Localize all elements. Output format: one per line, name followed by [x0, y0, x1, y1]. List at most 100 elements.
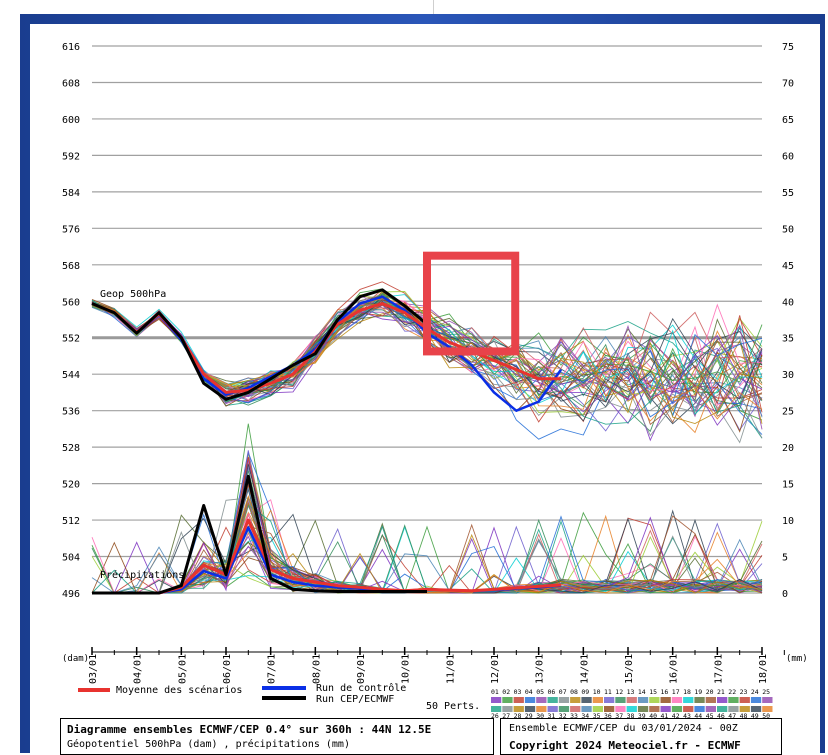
right-tick-label: 5	[782, 553, 788, 564]
pert-swatch	[536, 697, 547, 703]
pert-swatch	[739, 697, 750, 703]
pert-swatch	[705, 706, 716, 712]
right-tick-label: 70	[782, 78, 794, 89]
left-tick-label: 520	[62, 480, 80, 491]
pert-number: 29	[525, 712, 533, 720]
pert-number: 10	[593, 688, 601, 696]
pert-number: 24	[751, 688, 759, 696]
right-tick-label: 30	[782, 370, 794, 381]
pert-swatch	[513, 697, 524, 703]
pert-number: 20	[706, 688, 714, 696]
pert-number: 44	[694, 712, 702, 720]
pert-number: 30	[536, 712, 544, 720]
x-tick-label: 07/01	[267, 654, 278, 684]
x-tick-label: 17/01	[713, 654, 724, 684]
pert-number: 38	[627, 712, 635, 720]
pert-swatch	[694, 706, 705, 712]
pert-swatch	[694, 697, 705, 703]
pert-number: 36	[604, 712, 612, 720]
pert-swatch	[739, 706, 750, 712]
right-tick-label: 20	[782, 443, 794, 454]
left-tick-label: 496	[62, 589, 80, 600]
pert-number: 42	[672, 712, 680, 720]
pert-number: 13	[627, 688, 635, 696]
left-tick-label: 592	[62, 151, 80, 162]
title-box: Diagramme ensembles ECMWF/CEP 0.4° sur 3…	[60, 718, 494, 755]
pert-swatch	[671, 706, 683, 712]
x-tick-label: 03/01	[88, 654, 99, 684]
x-tick-label: 18/01	[758, 654, 769, 684]
pert-swatch	[570, 706, 581, 712]
pert-number: 50	[762, 712, 770, 720]
pert-swatch	[762, 697, 773, 703]
right-tick-label: 15	[782, 480, 794, 491]
pert-swatch	[649, 697, 660, 703]
pert-number: 39	[638, 712, 646, 720]
chart-subtitle: Géopotentiel 500hPa (dam) , précipitatio…	[67, 739, 350, 750]
pert-swatch	[547, 706, 558, 712]
pert-number: 48	[740, 712, 748, 720]
pert-number: 12	[615, 688, 623, 696]
pert-swatch	[570, 697, 581, 703]
pert-swatch	[626, 697, 637, 703]
x-tick-label: 11/01	[445, 654, 456, 684]
left-tick-label: 528	[62, 443, 80, 454]
pert-swatch	[705, 697, 716, 703]
right-tick-label: 45	[782, 261, 794, 272]
pert-swatch	[558, 706, 570, 712]
pert-number: 25	[762, 688, 770, 696]
pert-swatch	[491, 697, 502, 703]
pert-swatch	[592, 706, 603, 712]
pert-number: 19	[694, 688, 702, 696]
pert-number: 03	[514, 688, 522, 696]
highlight-box	[423, 251, 520, 356]
left-tick-label: 560	[62, 297, 80, 308]
pert-number: 37	[615, 712, 623, 720]
pert-number: 11	[604, 688, 612, 696]
x-tick-label: 13/01	[535, 654, 546, 684]
right-tick-label: 75	[782, 42, 794, 53]
pert-number: 33	[570, 712, 578, 720]
legend-control-label: Run de contrôle	[316, 682, 406, 694]
pert-swatch	[671, 697, 683, 703]
pert-swatch	[513, 706, 524, 712]
x-tick-label: 08/01	[311, 654, 322, 684]
left-tick-label: 536	[62, 407, 80, 418]
pert-number: 08	[570, 688, 578, 696]
left-tick-label: 544	[62, 370, 80, 381]
pert-swatch	[683, 697, 694, 703]
pert-number: 32	[559, 712, 567, 720]
pert-swatch	[660, 706, 671, 712]
pert-swatch	[649, 706, 660, 712]
left-tick-label: 576	[62, 224, 80, 235]
legend-perts-label: 50 Perts.	[426, 701, 480, 712]
right-tick-label: 0	[782, 589, 788, 600]
ensemble-info-box: Ensemble ECMWF/CEP du 03/01/2024 - 00Z C…	[500, 718, 782, 755]
chart-title: Diagramme ensembles ECMWF/CEP 0.4° sur 3…	[67, 723, 432, 736]
pert-number: 34	[581, 712, 589, 720]
pert-number: 06	[548, 688, 556, 696]
pert-swatch	[660, 697, 671, 703]
legend-ecmwf-label: Run CEP/ECMWF	[316, 694, 394, 705]
pert-swatch	[502, 706, 513, 712]
pert-swatch	[592, 697, 603, 703]
right-axis-unit: (mm)	[786, 654, 808, 664]
pert-swatch	[604, 706, 615, 712]
left-tick-label: 608	[62, 78, 80, 89]
x-tick-label: 10/01	[401, 654, 412, 684]
pert-number: 01	[491, 688, 499, 696]
pert-swatch	[637, 706, 649, 712]
pert-number: 46	[717, 712, 725, 720]
pert-swatch	[547, 697, 558, 703]
pert-number: 28	[514, 712, 522, 720]
pert-swatch	[762, 706, 773, 712]
pert-swatch	[683, 706, 694, 712]
pert-number: 40	[649, 712, 657, 720]
main-series	[91, 251, 563, 595]
x-tick-label: 05/01	[177, 654, 188, 684]
left-tick-label: 568	[62, 261, 80, 272]
pert-number: 45	[706, 712, 714, 720]
top-divider	[433, 0, 434, 14]
pert-swatch	[536, 706, 547, 712]
